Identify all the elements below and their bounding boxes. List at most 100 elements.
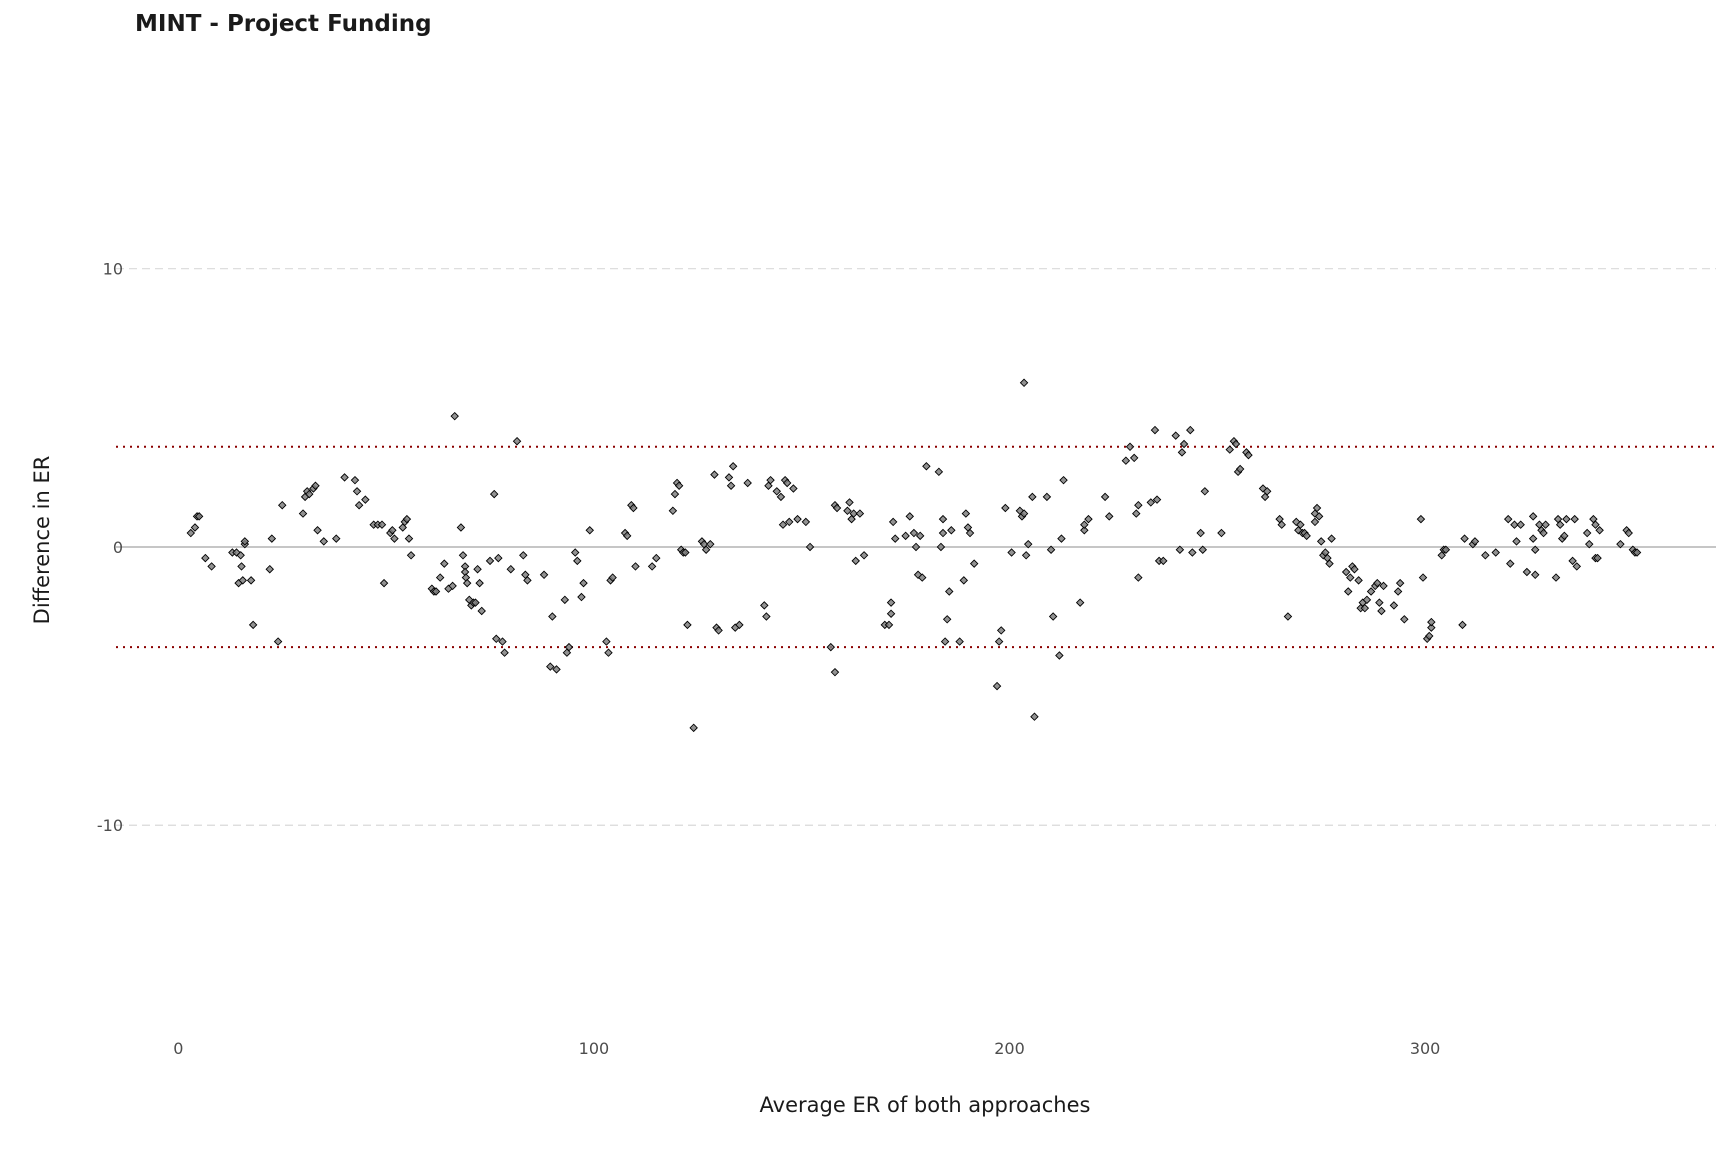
data-point [1393,587,1403,596]
data-point [462,578,472,588]
data-point [1019,509,1029,518]
data-point [793,514,802,524]
data-point [1198,545,1207,554]
data-point [1188,548,1197,557]
y-axis-label: Difference in ER [30,456,54,625]
data-point [1001,503,1010,513]
data-point [945,587,954,596]
data-point [789,484,798,493]
data-point [498,637,507,646]
data-point [670,489,680,499]
data-point [1325,559,1334,568]
y-tick-label: -10 [97,816,123,835]
data-point [762,612,771,621]
data-point [240,537,250,546]
data-point [726,481,736,490]
data-point [246,576,256,585]
data-point [1346,573,1355,582]
data-point [1539,528,1548,538]
data-point [265,564,275,574]
x-tick-label: 300 [1410,1039,1441,1058]
data-point [1196,528,1205,538]
data-point [888,517,898,527]
data-point [1568,556,1577,566]
data-point [851,556,860,566]
data-point [1595,526,1604,535]
data-point [1055,651,1064,660]
data-point [1030,712,1039,721]
data-point [1441,545,1451,554]
data-point [849,509,858,518]
data-point [186,528,196,538]
data-point [377,520,387,529]
data-point [743,478,752,488]
data-point [1132,509,1141,518]
data-point [585,526,595,535]
data-point [1528,534,1538,543]
data-point [298,509,308,518]
data-point [1389,601,1399,610]
data-point [519,551,528,560]
data-point [311,481,320,490]
data-point [305,489,314,499]
x-tick-label: 100 [579,1039,610,1058]
data-point [248,620,258,630]
data-point [917,573,927,582]
data-point [608,573,617,582]
data-point [1510,520,1519,529]
data-point [1100,492,1110,502]
y-axis-ticks: 10 0 -10 [97,260,123,836]
data-point [1341,567,1351,577]
data-point [1134,573,1143,582]
data-point [435,573,445,582]
data-point [431,587,441,596]
data-point [456,523,466,532]
data-point [622,531,632,541]
data-point [238,576,247,585]
data-point [1555,520,1565,529]
data-point [539,570,549,580]
data-point [319,537,329,546]
data-point [1400,615,1409,624]
data-point [1028,492,1037,502]
data-point [689,723,698,733]
data-point [485,556,495,566]
data-point [492,634,501,644]
data-point [1585,539,1594,549]
data-point [1551,573,1561,582]
data-point [190,523,200,532]
data-point [1512,537,1521,546]
data-point [728,462,738,471]
data-point [440,559,449,568]
data-point [1362,595,1372,605]
data-point [1152,495,1162,504]
data-point [1129,453,1139,463]
data-point [629,503,638,513]
data-point [404,534,414,543]
data-point [1316,537,1326,546]
data-point [1562,514,1571,524]
data-point [1541,520,1550,529]
data-point [782,478,792,488]
grid-layer [116,268,1716,826]
data-point [668,506,678,516]
data-point [1491,548,1500,557]
data-point [701,545,711,554]
data-point [992,681,1002,691]
data-point [1379,581,1388,591]
data-point [947,526,956,535]
data-point [1294,526,1303,535]
data-point [471,598,480,607]
data-point [1375,598,1384,607]
data-point [1023,539,1033,549]
data-point [570,548,580,557]
data-point [267,534,277,543]
data-point [959,576,969,585]
data-point [1314,512,1324,521]
data-point [552,665,561,674]
data-point [579,578,588,588]
data-point [1059,475,1068,485]
data-point [911,542,921,552]
